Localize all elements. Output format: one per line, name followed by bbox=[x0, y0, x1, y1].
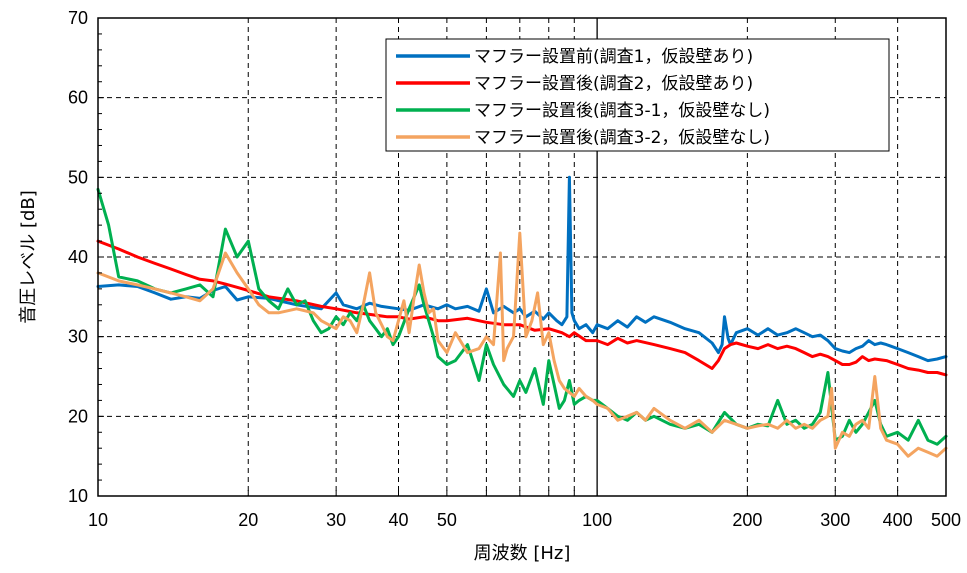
y-tick-label: 30 bbox=[68, 327, 88, 347]
x-tick-label: 50 bbox=[437, 510, 457, 530]
series-line-3 bbox=[96, 187, 948, 446]
x-tick-label: 300 bbox=[820, 510, 850, 530]
x-axis-title: 周波数 [Hz] bbox=[474, 543, 571, 564]
y-tick-label: 60 bbox=[68, 88, 88, 108]
legend-label-2: マフラー設置後(調査2，仮設壁あり) bbox=[474, 74, 753, 94]
y-tick-label: 70 bbox=[68, 8, 88, 28]
x-tick-labels: 10 20 30 40 50 100 200 300 400 500 bbox=[88, 510, 961, 530]
legend: マフラー設置前(調査1，仮設壁あり) マフラー設置後(調査2，仮設壁あり) マフラー… bbox=[385, 38, 890, 152]
x-tick-label: 100 bbox=[582, 510, 612, 530]
y-tick-label: 10 bbox=[68, 486, 88, 506]
legend-label-4: マフラー設置後(調査3-2，仮設壁なし) bbox=[474, 128, 770, 148]
y-tick-label: 20 bbox=[68, 406, 88, 426]
axis-ticks bbox=[97, 17, 947, 497]
x-tick-label: 500 bbox=[931, 510, 961, 530]
y-axis-title: 音圧レベル [dB] bbox=[18, 190, 39, 324]
legend-label-3: マフラー設置後(調査3-1，仮設壁なし) bbox=[474, 101, 770, 121]
legend-label-1: マフラー設置前(調査1，仮設壁あり) bbox=[474, 47, 753, 67]
series-lines bbox=[96, 175, 948, 458]
series-line-1 bbox=[96, 175, 948, 363]
y-tick-label: 50 bbox=[68, 167, 88, 187]
y-tick-labels: 10 20 30 40 50 60 70 bbox=[68, 8, 88, 506]
x-tick-label: 20 bbox=[238, 510, 258, 530]
y-tick-label: 40 bbox=[68, 247, 88, 267]
x-tick-label: 400 bbox=[883, 510, 913, 530]
series-line-4 bbox=[96, 231, 948, 458]
series-line-2 bbox=[96, 239, 948, 377]
x-tick-label: 40 bbox=[388, 510, 408, 530]
x-tick-label: 30 bbox=[326, 510, 346, 530]
x-tick-label: 200 bbox=[732, 510, 762, 530]
x-tick-label: 10 bbox=[88, 510, 108, 530]
